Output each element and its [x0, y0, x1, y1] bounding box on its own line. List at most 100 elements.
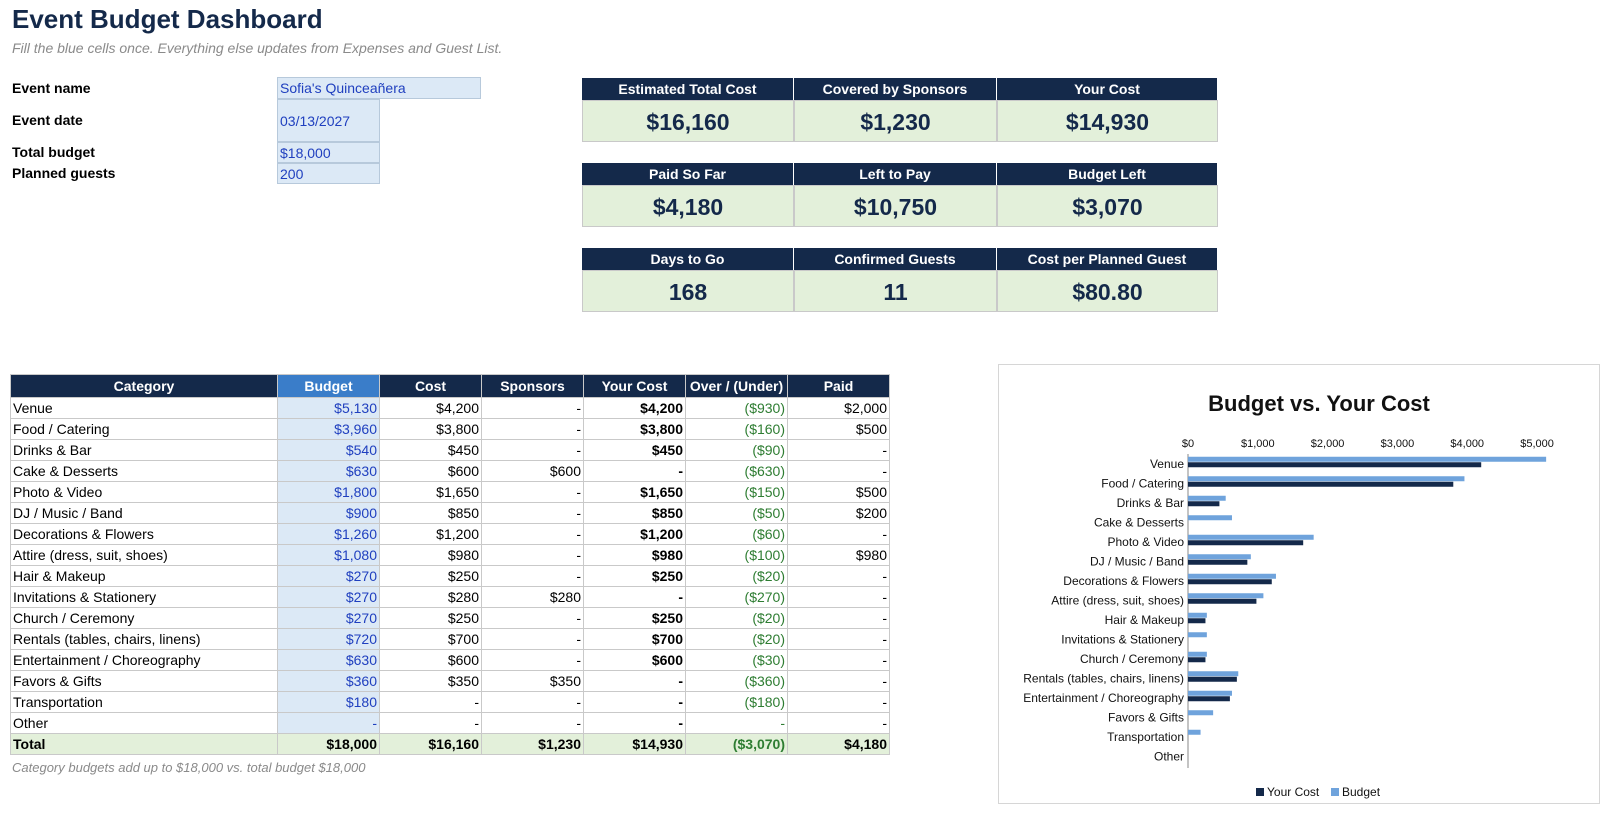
table-cell[interactable]: $180 [277, 691, 380, 713]
table-cell: $4,180 [787, 733, 890, 755]
table-cell[interactable]: $270 [277, 586, 380, 608]
table-row: Hair & Makeup $270 $250- $250 ($20) - [10, 565, 890, 587]
kpi-label-paid-so-far: Paid So Far [582, 163, 794, 185]
table-cell[interactable]: $900 [277, 502, 380, 524]
bar-your-cost [1188, 676, 1237, 682]
table-cell: ($30) [685, 649, 788, 671]
table-cell[interactable]: $720 [277, 628, 380, 650]
bar-budget [1188, 612, 1207, 618]
y-category-label: Cake & Desserts [1094, 515, 1184, 529]
table-cell: - [787, 691, 890, 713]
table-cell: - [583, 670, 686, 692]
table-cell: ($90) [685, 439, 788, 461]
table-cell[interactable]: $270 [277, 607, 380, 629]
kpi-value-days-to-go: 168 [582, 270, 794, 312]
y-category-label: Drinks & Bar [1117, 496, 1184, 510]
bar-budget [1188, 671, 1239, 677]
table-cell: ($930) [685, 397, 788, 419]
table-cell: - [583, 712, 686, 734]
event-date-input[interactable]: 03/13/2027 [277, 99, 380, 142]
kpi-label-budget-left: Budget Left [997, 163, 1218, 185]
y-category-label: Favors & Gifts [1108, 710, 1184, 724]
table-row: DJ / Music / Band $900 $850- $850 ($50) $200 [10, 502, 890, 524]
table-cell: Cake & Desserts [10, 460, 278, 482]
table-cell: - [787, 670, 890, 692]
table-cell: $16,160 [379, 733, 482, 755]
table-cell[interactable]: $1,260 [277, 523, 380, 545]
column-header: Over / (Under) [685, 374, 788, 398]
table-cell: ($100) [685, 544, 788, 566]
table-cell: Rentals (tables, chairs, linens) [10, 628, 278, 650]
kpi-value-paid-so-far: $4,180 [582, 185, 794, 227]
legend-swatch-budget [1331, 788, 1339, 796]
table-cell: ($180) [685, 691, 788, 713]
planned-guests-input[interactable]: 200 [277, 163, 380, 184]
table-cell: $600 [379, 649, 482, 671]
table-cell: $1,200 [379, 523, 482, 545]
table-cell: Drinks & Bar [10, 439, 278, 461]
total-budget-input[interactable]: $18,000 [277, 142, 380, 163]
table-row: Food / Catering $3,960 $3,800- $3,800 ($160)… [10, 418, 890, 440]
table-cell[interactable]: $270 [277, 565, 380, 587]
table-cell: ($20) [685, 607, 788, 629]
table-cell: ($20) [685, 565, 788, 587]
table-cell: - [379, 691, 482, 713]
table-cell[interactable]: $1,080 [277, 544, 380, 566]
bar-your-cost [1188, 501, 1220, 507]
table-cell: - [787, 460, 890, 482]
kpi-value-estimated-total-cost: $16,160 [582, 100, 794, 142]
y-category-label: Invitations & Stationery [1061, 632, 1184, 646]
table-cell: $250 [379, 565, 482, 587]
table-cell: Entertainment / Choreography [10, 649, 278, 671]
table-body: Venue $5,130 $4,200- $4,200 ($930) $2,000 Food… [10, 397, 890, 755]
table-cell: - [787, 565, 890, 587]
event-name-input[interactable]: Sofia's Quinceañera [277, 77, 481, 99]
table-cell[interactable]: $5,130 [277, 397, 380, 419]
budget-table: Category Budget Cost Sponsors Your Cost Over … [10, 374, 890, 755]
table-cell[interactable]: $630 [277, 460, 380, 482]
table-cell: $1,650 [379, 481, 482, 503]
table-cell: - [787, 586, 890, 608]
kpi-label-cost-per-planned-guest: Cost per Planned Guest [997, 248, 1218, 270]
table-row: Favors & Gifts $360 $350 $350- ($360) - [10, 670, 890, 692]
bar-budget [1188, 593, 1264, 599]
column-header: Sponsors [481, 374, 584, 398]
table-cell: $450 [379, 439, 482, 461]
table-cell: Transportation [10, 691, 278, 713]
table-cell: $980 [379, 544, 482, 566]
table-cell: $3,800 [379, 418, 482, 440]
y-category-label: Food / Catering [1101, 476, 1184, 490]
bar-budget [1188, 632, 1207, 638]
table-cell[interactable]: - [277, 712, 380, 734]
event-date-label: Event date [12, 112, 83, 128]
kpi-value-cost-per-planned-guest: $80.80 [997, 270, 1218, 312]
table-cell: $280 [379, 586, 482, 608]
table-cell[interactable]: $540 [277, 439, 380, 461]
table-cell: DJ / Music / Band [10, 502, 278, 524]
table-cell: - [481, 397, 584, 419]
table-cell[interactable]: $1,800 [277, 481, 380, 503]
table-cell: $4,200 [379, 397, 482, 419]
table-cell: - [481, 607, 584, 629]
table-cell[interactable]: $630 [277, 649, 380, 671]
table-cell: Decorations & Flowers [10, 523, 278, 545]
table-cell: ($60) [685, 523, 788, 545]
kpi-label-covered-by-sponsors: Covered by Sponsors [794, 78, 997, 100]
kpi-value-budget-left: $3,070 [997, 185, 1218, 227]
table-cell: Food / Catering [10, 418, 278, 440]
chart-panel[interactable]: Budget vs. Your Cost $0 $1,000 $2,000 $3,000… [998, 364, 1600, 804]
table-cell: $1,650 [583, 481, 686, 503]
table-cell: $4,200 [583, 397, 686, 419]
bar-your-cost [1188, 579, 1272, 585]
bar-your-cost [1188, 696, 1230, 702]
table-cell[interactable]: $3,960 [277, 418, 380, 440]
table-cell: $500 [787, 418, 890, 440]
y-category-label: Rentals (tables, chairs, linens) [1023, 671, 1184, 685]
bar-your-cost [1188, 657, 1206, 663]
table-cell: $350 [379, 670, 482, 692]
planned-guests-label: Planned guests [12, 165, 116, 181]
column-header: Paid [787, 374, 890, 398]
table-cell: - [481, 712, 584, 734]
table-cell[interactable]: $360 [277, 670, 380, 692]
table-cell: - [481, 481, 584, 503]
